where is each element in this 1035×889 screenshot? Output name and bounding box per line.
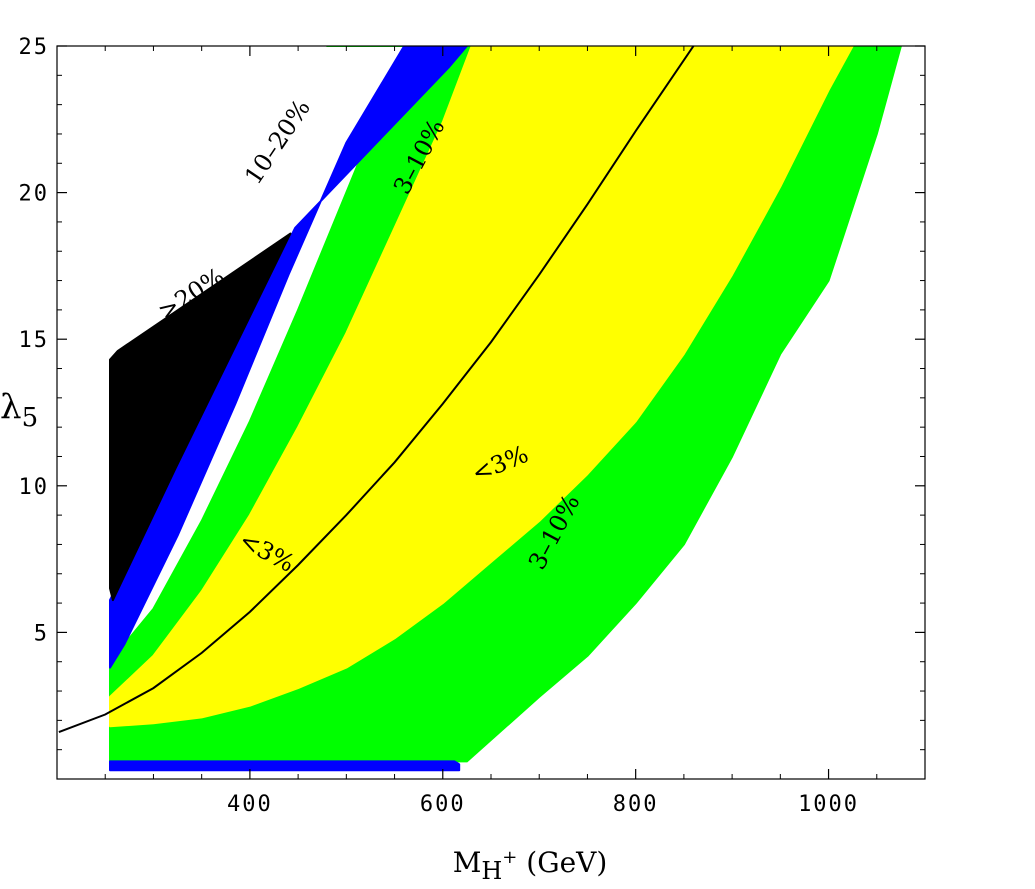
x-axis-title: MH+ (GeV) (453, 846, 608, 885)
y-axis-title: λ5 (0, 387, 38, 433)
curve-layer (58, 46, 695, 734)
labels-layer: 400 600 800 1000 5 10 15 20 25 (19, 35, 859, 817)
y-tick-label: 25 (19, 35, 50, 60)
reference-curve (58, 46, 695, 734)
x-axis-title-sub: H (481, 857, 502, 885)
x-axis-title-unit: (GeV) (517, 846, 607, 879)
region-blue-2 (109, 760, 461, 772)
region-blue-1 (109, 46, 468, 669)
x-tick-label: 1000 (798, 792, 859, 817)
regions-layer (109, 46, 902, 772)
y-tick-label: 20 (19, 182, 50, 207)
y-tick-label: 5 (34, 621, 49, 646)
region-annotation: 10–20% (239, 94, 316, 189)
region-black-0 (109, 232, 292, 602)
x-axis-title-sup: + (502, 847, 517, 868)
ticks-layer (56, 45, 926, 779)
y-axis-title-main: λ (0, 387, 22, 427)
x-tick-label: 400 (227, 792, 273, 817)
y-tick-label: 15 (19, 328, 50, 353)
x-axis-title-main: M (453, 846, 482, 879)
x-tick-label: 600 (420, 792, 466, 817)
x-tick-label: 800 (613, 792, 659, 817)
y-tick-label: 10 (19, 475, 50, 500)
region-yellow-4 (109, 46, 854, 728)
y-axis-title-sub: 5 (22, 403, 39, 433)
